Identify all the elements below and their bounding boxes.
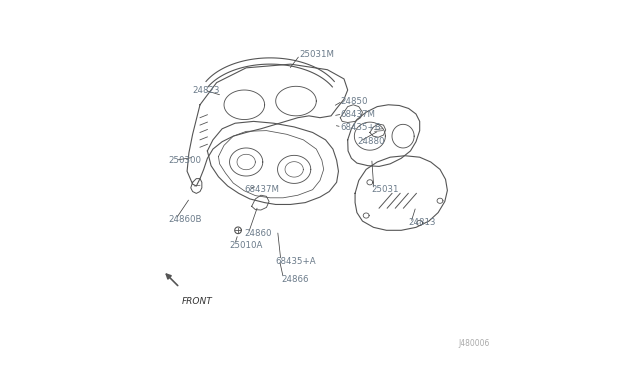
Text: 68437M: 68437M <box>340 109 375 119</box>
Text: 24823: 24823 <box>193 86 220 94</box>
Text: 24860B: 24860B <box>168 215 202 224</box>
Text: 250300: 250300 <box>168 155 202 165</box>
Text: 25010A: 25010A <box>230 241 263 250</box>
Text: 68435+B: 68435+B <box>340 123 381 132</box>
Text: J480006: J480006 <box>458 340 490 349</box>
Text: 68437M: 68437M <box>244 185 279 194</box>
Text: 24880: 24880 <box>357 137 385 146</box>
Text: FRONT: FRONT <box>182 297 212 306</box>
Text: 24850: 24850 <box>340 97 368 106</box>
Text: 24813: 24813 <box>408 218 436 227</box>
Text: 24866: 24866 <box>281 275 308 283</box>
Text: 24860: 24860 <box>244 230 272 238</box>
Text: 25031: 25031 <box>372 185 399 194</box>
Text: 68435+A: 68435+A <box>276 257 316 266</box>
Text: 25031M: 25031M <box>300 51 335 60</box>
